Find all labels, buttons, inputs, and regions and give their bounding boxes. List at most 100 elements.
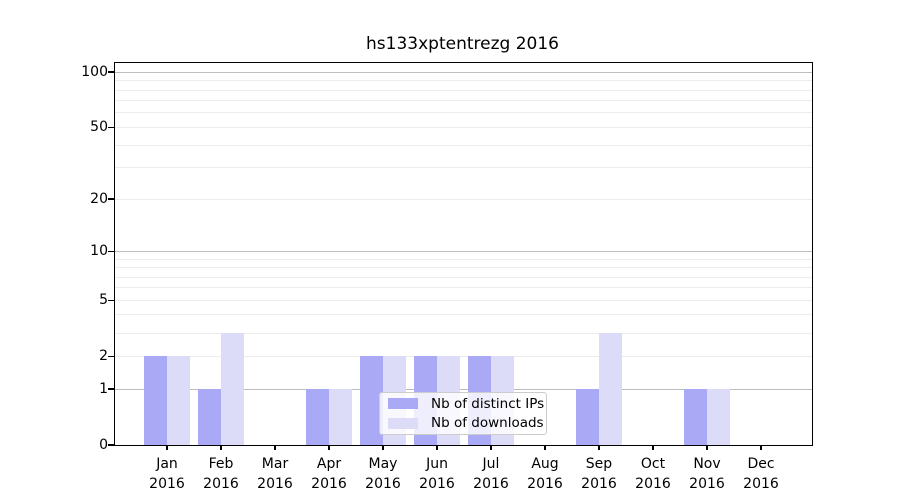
x-tick-year: 2016	[311, 476, 347, 492]
gridline-minor	[115, 355, 812, 357]
legend-swatch-distinct-ips	[388, 398, 418, 410]
x-tick-year: 2016	[635, 476, 671, 492]
bar-downloads-sep	[599, 333, 622, 445]
y-tick-label: 50	[90, 119, 108, 136]
bar-downloads-feb	[221, 333, 244, 445]
x-tick-month: Oct	[640, 456, 666, 472]
x-tick-year: 2016	[581, 476, 617, 492]
gridline-minor	[115, 112, 812, 114]
legend-item-distinct-ips: Nb of distinct IPs	[388, 395, 544, 413]
x-tick-year: 2016	[527, 476, 563, 492]
x-tick-month: Feb	[208, 456, 234, 472]
x-tick-year: 2016	[689, 476, 725, 492]
y-tick-mark	[108, 444, 115, 446]
gridline-major	[115, 250, 812, 252]
x-tick-label-jul: Jul 2016	[451, 454, 531, 494]
x-tick-year: 2016	[257, 476, 293, 492]
y-tick-label: 10	[90, 243, 108, 260]
chart-title: hs133xptentrezg 2016	[366, 34, 559, 54]
x-tick-label-nov: Nov 2016	[667, 454, 747, 494]
x-tick-label-apr: Apr 2016	[289, 454, 369, 494]
legend-swatch-downloads	[388, 417, 418, 429]
x-tick-year: 2016	[419, 476, 455, 492]
x-tick-month: Jul	[482, 456, 500, 472]
x-tick-mark	[328, 445, 330, 450]
bar-downloads-apr	[329, 389, 352, 445]
x-tick-mark	[706, 445, 708, 450]
bar-distinct-ips-nov	[684, 389, 707, 445]
bar-distinct-ips-feb	[198, 389, 221, 445]
gridline-minor	[115, 144, 812, 146]
gridline-major	[115, 388, 812, 390]
legend-label-distinct-ips: Nb of distinct IPs	[431, 395, 545, 412]
bar-distinct-ips-jan	[144, 356, 167, 445]
x-tick-year: 2016	[203, 476, 239, 492]
gridline-minor	[115, 267, 812, 268]
x-tick-month: Nov	[693, 456, 721, 472]
bar-distinct-ips-apr	[306, 389, 329, 445]
y-tick-label: 1	[99, 381, 108, 397]
x-tick-label-feb: Feb 2016	[181, 454, 261, 494]
x-tick-month: Mar	[261, 456, 289, 472]
x-tick-label-dec: Dec 2016	[721, 454, 801, 494]
bar-downloads-nov	[707, 389, 730, 445]
x-tick-year: 2016	[365, 476, 401, 492]
x-tick-label-sep: Sep 2016	[559, 454, 639, 494]
gridline-minor	[115, 198, 812, 200]
gridline-minor	[115, 287, 812, 289]
gridline-minor	[115, 126, 812, 128]
x-tick-mark	[490, 445, 492, 450]
gridline-minor	[115, 276, 812, 278]
x-tick-month: Apr	[316, 456, 342, 472]
x-tick-mark	[166, 445, 168, 450]
legend-item-downloads: Nb of downloads	[388, 415, 544, 433]
y-tick-mark	[108, 299, 115, 301]
x-tick-year: 2016	[743, 476, 779, 492]
gridline-minor	[115, 167, 812, 169]
x-tick-month: May	[368, 456, 398, 472]
y-tick-mark	[108, 126, 115, 129]
x-tick-mark	[274, 445, 276, 450]
x-tick-month: Jun	[426, 456, 448, 472]
x-tick-mark	[382, 445, 384, 450]
y-tick-mark	[108, 71, 115, 73]
y-tick-label: 100	[81, 64, 108, 81]
bar-downloads-jan	[167, 356, 190, 445]
x-tick-mark	[598, 445, 600, 450]
x-tick-mark	[436, 445, 438, 450]
x-tick-mark	[220, 445, 222, 450]
y-tick-label: 0	[99, 437, 108, 453]
bar-distinct-ips-sep	[576, 389, 599, 445]
y-tick-label: 20	[90, 191, 108, 208]
y-tick-mark	[108, 198, 115, 200]
gridline-minor	[115, 314, 812, 316]
x-tick-year: 2016	[149, 476, 185, 492]
y-tick-label: 5	[99, 292, 108, 309]
x-tick-month: Aug	[531, 456, 559, 472]
x-tick-label-may: May 2016	[343, 454, 423, 494]
x-tick-month: Sep	[585, 456, 613, 472]
legend-label-downloads: Nb of downloads	[431, 415, 544, 432]
y-tick-label: 2	[99, 348, 108, 365]
gridline-major	[115, 71, 812, 73]
x-tick-label-jun: Jun 2016	[397, 454, 477, 494]
gridline-minor	[115, 89, 812, 91]
gridline-minor	[115, 332, 812, 334]
x-tick-label-oct: Oct 2016	[613, 454, 693, 494]
y-tick-mark	[108, 355, 115, 357]
x-tick-month: Dec	[747, 456, 775, 472]
y-tick-mark	[108, 250, 115, 252]
x-tick-mark	[760, 445, 762, 450]
x-tick-label-jan: Jan 2016	[127, 454, 207, 494]
x-tick-mark	[544, 445, 546, 450]
gridline-minor	[115, 299, 812, 301]
x-tick-month: Jan	[156, 456, 178, 472]
x-tick-mark	[652, 445, 654, 450]
gridline-minor	[115, 80, 812, 82]
plot-area: 0 1 2 5 10 20 50 100 Jan 2016 Feb 2016 Mar 2016 Apr 201…	[81, 62, 813, 492]
gridline-minor	[115, 100, 812, 102]
y-tick-mark	[108, 388, 115, 390]
legend: Nb of distinct IPs Nb of downloads	[379, 392, 547, 435]
gridline-minor	[115, 258, 812, 260]
